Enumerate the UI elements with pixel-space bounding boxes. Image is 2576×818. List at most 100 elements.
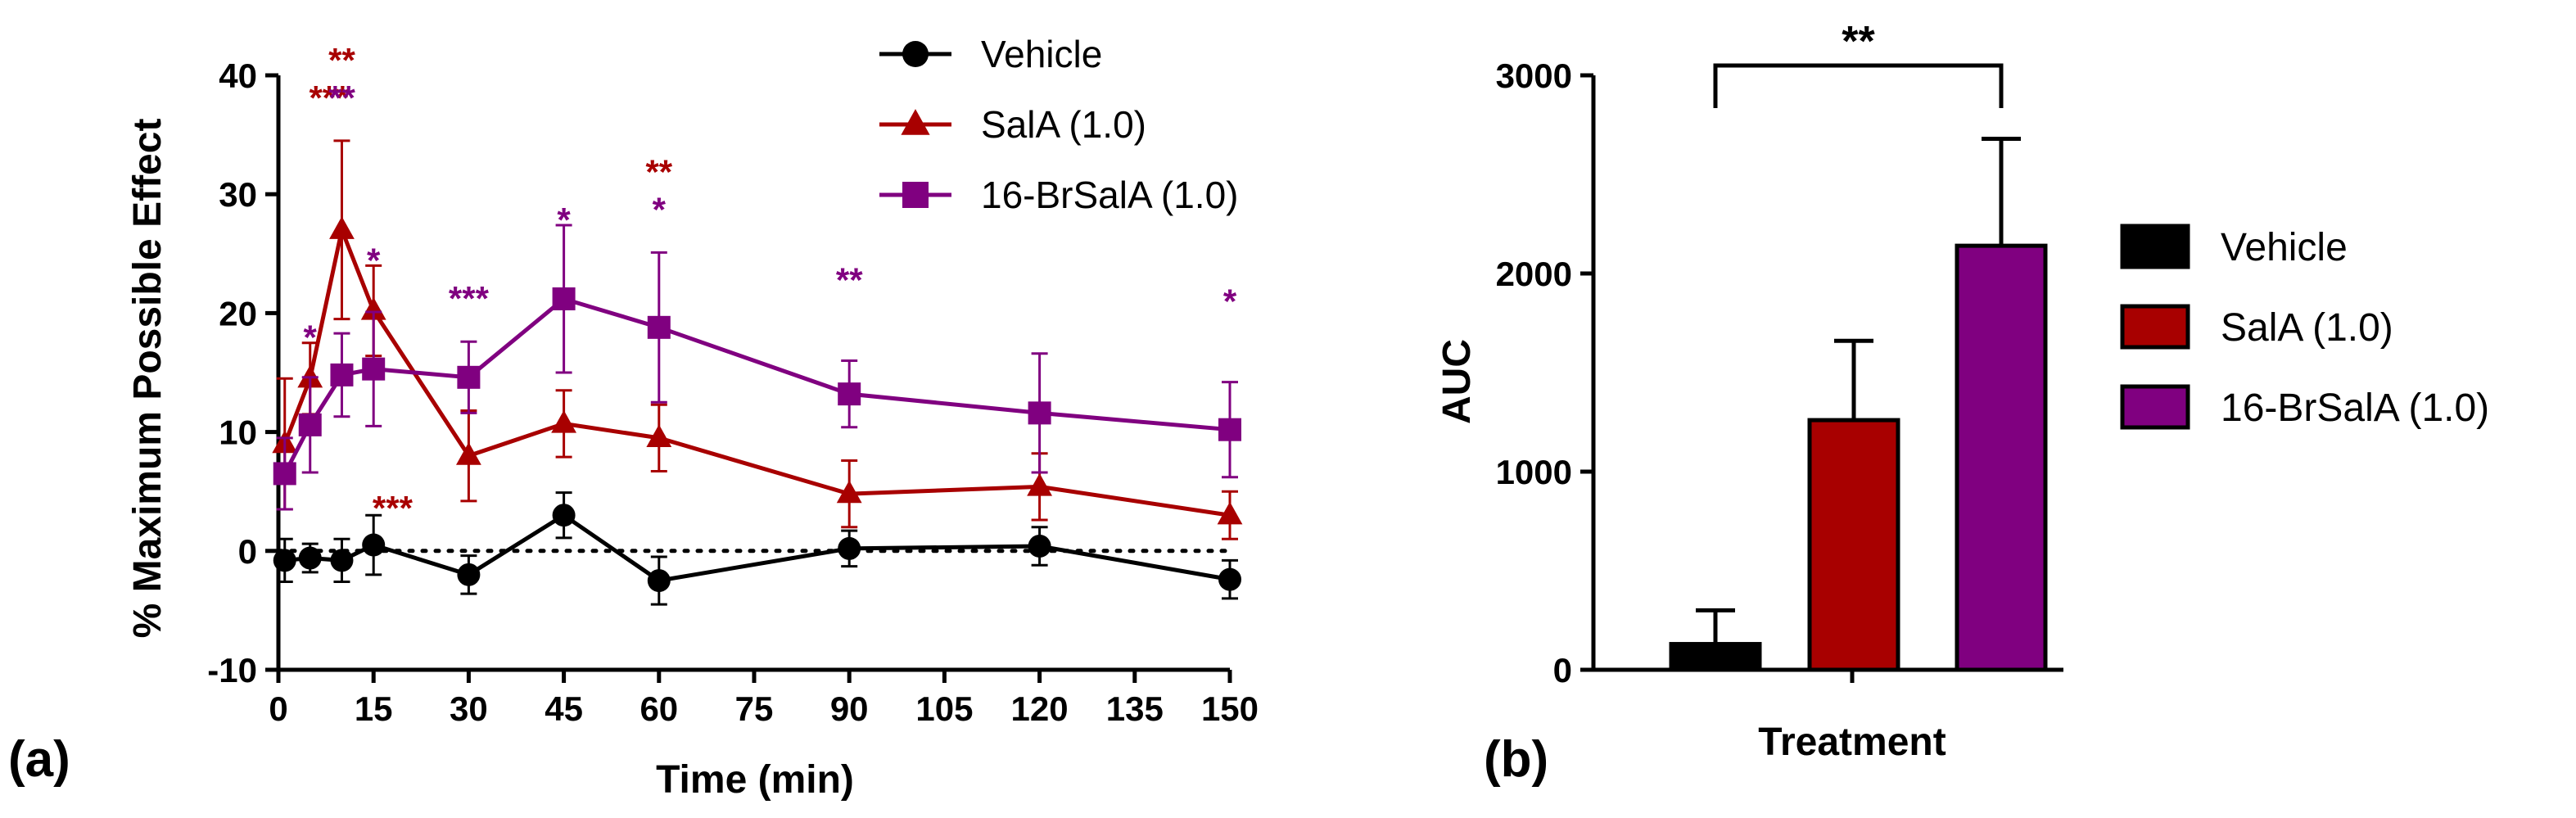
data-point — [836, 480, 862, 504]
data-point — [1218, 418, 1241, 441]
data-point — [552, 287, 576, 310]
data-point — [330, 363, 354, 386]
data-point — [1028, 534, 1051, 558]
legend-label: 16-BrSalA (1.0) — [981, 174, 1238, 216]
panel-a-y-axis-label: % Maximum Possible Effect — [126, 119, 169, 639]
significance-stars: *** — [373, 489, 414, 527]
data-point — [329, 216, 355, 239]
data-point — [273, 462, 296, 486]
significance-stars: *** — [309, 79, 350, 117]
bar-group — [1955, 136, 2048, 672]
panel-b-significance: ** — [1713, 18, 2004, 108]
data-point — [1027, 472, 1052, 496]
data-point — [273, 549, 296, 572]
panel-a-series — [272, 139, 1243, 606]
bar — [1669, 642, 1762, 672]
legend-label: SalA (1.0) — [981, 103, 1146, 146]
data-point — [457, 365, 481, 389]
panel-b-bar-chart: (b) AUC Treatment 0 1000 2000 3000 ** Vehic… — [1435, 18, 2489, 788]
x-tick-label: 45 — [545, 689, 583, 728]
panel-b-legend: Vehicle SalA (1.0) 16-BrSalA (1.0) — [2120, 224, 2489, 430]
legend-label: Vehicle — [981, 33, 1102, 75]
significance-stars: ** — [836, 260, 863, 299]
data-point — [362, 533, 386, 557]
series-line — [282, 296, 1231, 475]
series-2 — [273, 224, 1241, 511]
legend-swatch — [2120, 384, 2190, 430]
data-point — [457, 563, 481, 586]
panel-a-legend: Vehicle SalA (1.0) 16-BrSalA (1.0) — [879, 33, 1238, 216]
x-tick-label: 135 — [1106, 689, 1164, 728]
legend-item: SalA (1.0) — [879, 103, 1146, 146]
significance-stars: ** — [328, 79, 355, 117]
y-tick-label: 10 — [219, 414, 257, 452]
legend-label: Vehicle — [2221, 226, 2348, 269]
x-tick-label: 0 — [269, 689, 287, 728]
data-point — [1028, 401, 1051, 425]
legend-item: Vehicle — [2120, 224, 2348, 269]
significance-bracket — [1713, 63, 2004, 108]
significance-stars: * — [304, 319, 318, 357]
significance-stars: ** — [645, 152, 672, 191]
panel-b-bars — [1669, 136, 2048, 672]
data-point — [647, 569, 671, 593]
significance-stars: *** — [449, 279, 490, 318]
series-line — [282, 223, 1231, 517]
data-point — [298, 413, 322, 436]
bar-group — [1807, 338, 1900, 672]
y-tick-label: 0 — [238, 532, 257, 571]
data-point — [647, 315, 671, 339]
y-tick-label: 20 — [219, 294, 257, 332]
data-point — [551, 409, 576, 433]
x-tick-label: 150 — [1201, 689, 1259, 728]
y-tick-label: 40 — [219, 56, 257, 95]
panel-a-label: (a) — [8, 731, 70, 788]
panel-a-x-axis-label: Time (min) — [656, 758, 854, 802]
data-point — [1218, 567, 1241, 591]
significance-stars: ** — [1842, 18, 1875, 66]
x-tick-label: 30 — [450, 689, 488, 728]
x-tick-label: 90 — [830, 689, 869, 728]
data-point — [838, 382, 861, 406]
legend-marker — [902, 182, 929, 208]
data-point — [1217, 501, 1243, 525]
legend-marker — [901, 109, 930, 135]
data-point — [360, 297, 386, 320]
data-point — [456, 442, 481, 465]
data-point — [330, 549, 354, 572]
panel-b-x-axis-label: Treatment — [1758, 721, 1946, 764]
data-point — [646, 424, 672, 448]
data-point — [838, 536, 861, 560]
significance-stars: * — [367, 241, 381, 279]
significance-stars: * — [653, 190, 667, 228]
legend-item: SalA (1.0) — [2120, 304, 2393, 350]
y-tick-label: 30 — [219, 175, 257, 214]
series-0 — [273, 491, 1241, 606]
panel-a-line-chart: (a) % Maximum Possible Effect Time (min)… — [8, 33, 1259, 802]
legend-swatch — [2120, 224, 2190, 269]
x-tick-label: 60 — [639, 689, 678, 728]
significance-stars: * — [1223, 282, 1237, 321]
series-line — [284, 513, 1231, 583]
x-tick-label: 120 — [1011, 689, 1069, 728]
legend-marker — [902, 41, 929, 67]
x-tick-label: 15 — [355, 689, 393, 728]
y-tick-label: 3000 — [1496, 56, 1572, 95]
y-tick-label: -10 — [207, 651, 257, 689]
x-tick-label: 105 — [915, 689, 973, 728]
significance-stars: ** — [328, 41, 355, 79]
legend-item: 16-BrSalA (1.0) — [2120, 384, 2489, 430]
bar — [1807, 418, 1900, 672]
x-tick-label: 75 — [735, 689, 774, 728]
legend-item: Vehicle — [879, 33, 1102, 75]
data-point — [298, 546, 322, 570]
legend-swatch — [2120, 304, 2190, 350]
legend-label: SalA (1.0) — [2221, 306, 2393, 350]
panel-b-y-axis-label: AUC — [1435, 339, 1479, 424]
panel-b-ticks: 0 1000 2000 3000 — [1496, 56, 1593, 689]
bar-group — [1669, 608, 1762, 672]
data-point — [552, 504, 576, 527]
bar — [1955, 243, 2048, 672]
panel-a-significance-marks: ****************** **** — [304, 41, 1237, 527]
